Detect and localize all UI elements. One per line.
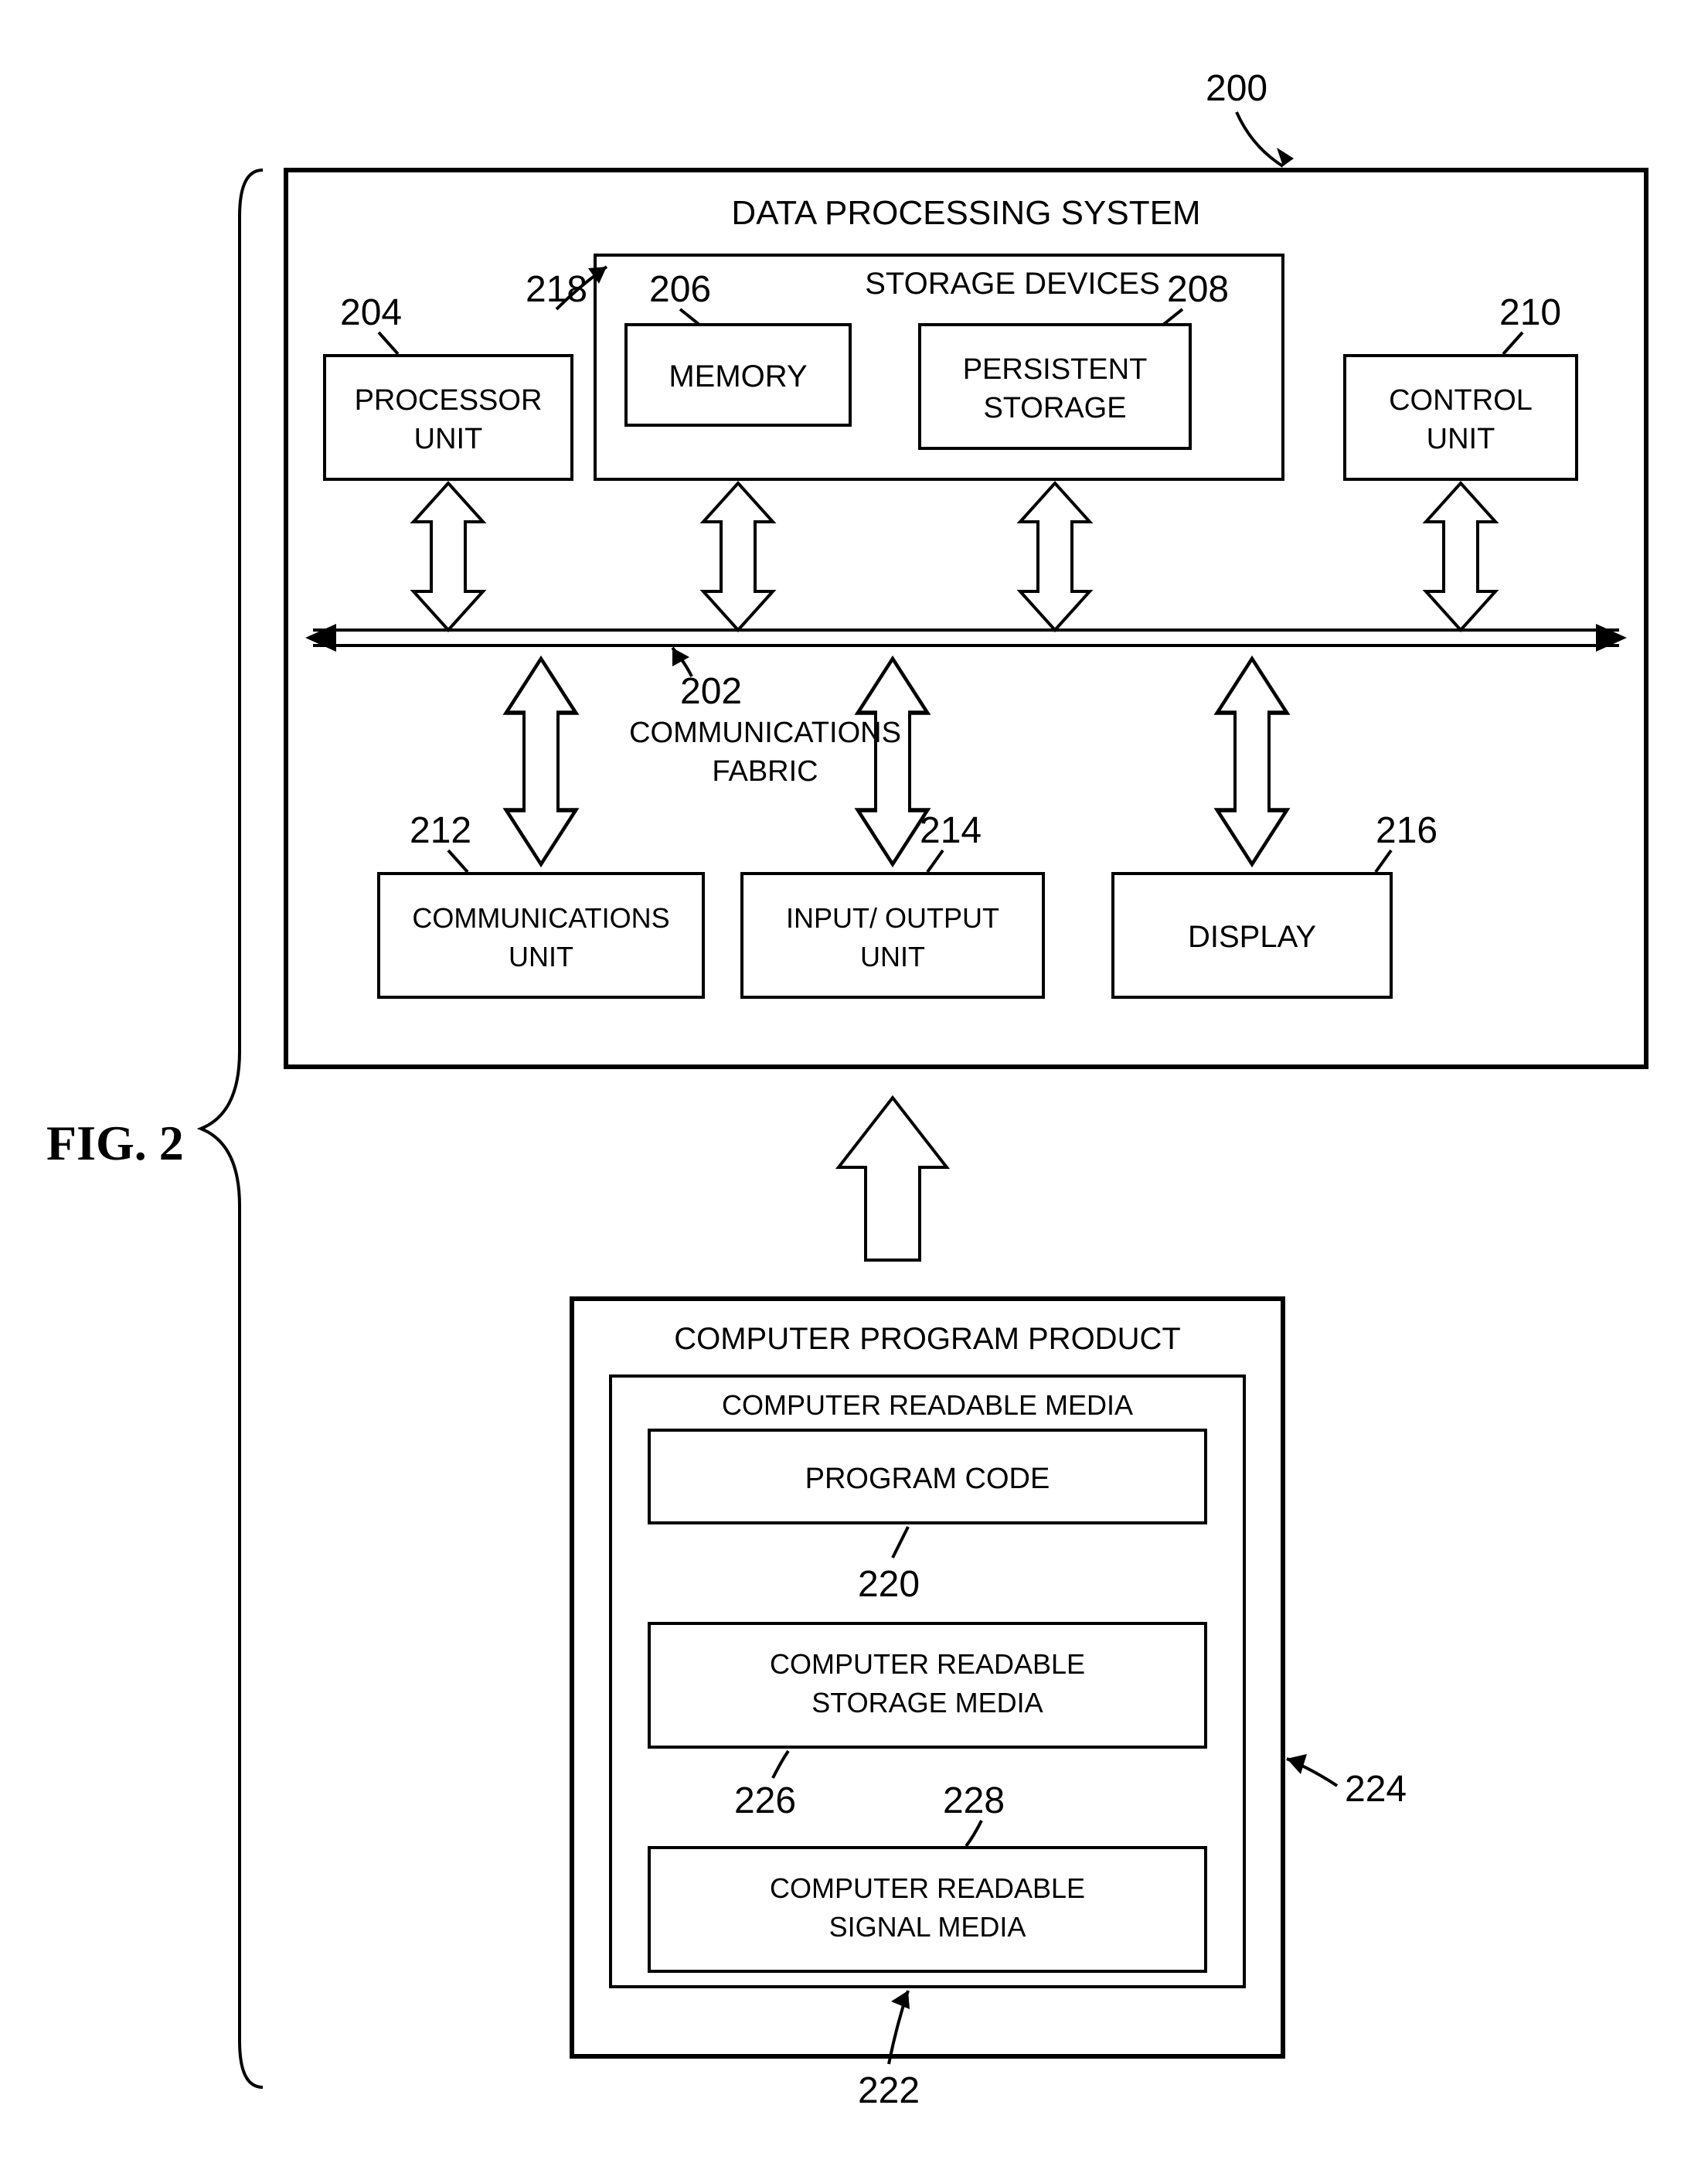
readable-media-title: COMPUTER READABLE MEDIA — [722, 1389, 1133, 1421]
program-code-label: PROGRAM CODE — [805, 1463, 1050, 1495]
memory-label: MEMORY — [669, 359, 807, 393]
persistent-storage-box — [920, 325, 1190, 448]
io-label-1: INPUT/ OUTPUT — [786, 902, 999, 934]
control-label-1: CONTROL — [1389, 384, 1533, 417]
io-unit-box — [742, 874, 1043, 997]
figure-label: FIG. 2 — [46, 1116, 184, 1170]
storage-media-box — [649, 1623, 1206, 1747]
ref-224: 224 — [1345, 1769, 1407, 1810]
signal-media-box — [649, 1848, 1206, 1971]
ref-202: 202 — [680, 671, 742, 712]
fabric-label-1: COMMUNICATIONS — [629, 717, 901, 749]
ref-226: 226 — [734, 1780, 796, 1821]
ref-206: 206 — [649, 269, 711, 310]
ref-220: 220 — [858, 1564, 920, 1605]
ref-212: 212 — [410, 810, 471, 851]
comms-label-1: COMMUNICATIONS — [412, 902, 669, 934]
persistent-label-1: PERSISTENT — [963, 353, 1148, 386]
ref-222: 222 — [858, 2070, 920, 2111]
fabric-label-2: FABRIC — [712, 755, 818, 788]
signal-media-label-2: SIGNAL MEDIA — [829, 1911, 1026, 1943]
communications-unit-box — [379, 874, 703, 997]
ref-200: 200 — [1206, 68, 1267, 109]
storage-media-label-1: COMPUTER READABLE — [770, 1648, 1085, 1680]
comms-label-2: UNIT — [509, 941, 573, 972]
program-product-title: COMPUTER PROGRAM PRODUCT — [674, 1322, 1181, 1356]
display-label: DISPLAY — [1188, 920, 1316, 954]
control-label-2: UNIT — [1427, 423, 1495, 455]
figure-2-diagram: FIG. 2 200 DATA PROCESSING SYSTEM STORAG… — [0, 0, 1708, 2163]
ref-204: 204 — [340, 292, 402, 333]
processor-label-1: PROCESSOR — [355, 384, 543, 417]
product-to-system-arrow — [839, 1098, 947, 1260]
ref-216: 216 — [1376, 810, 1438, 851]
storage-devices-title: STORAGE DEVICES — [865, 267, 1160, 301]
processor-label-2: UNIT — [414, 423, 483, 455]
io-label-2: UNIT — [860, 941, 925, 972]
persistent-label-2: STORAGE — [983, 392, 1126, 424]
control-unit-box — [1345, 356, 1577, 479]
storage-media-label-2: STORAGE MEDIA — [811, 1687, 1043, 1718]
data-processing-system-title: DATA PROCESSING SYSTEM — [731, 194, 1200, 232]
ref-228: 228 — [943, 1780, 1005, 1821]
ref-214: 214 — [920, 810, 982, 851]
signal-media-label-1: COMPUTER READABLE — [770, 1872, 1085, 1904]
figure-brace — [201, 170, 263, 2087]
ref-208: 208 — [1167, 269, 1229, 310]
ref-210: 210 — [1499, 292, 1561, 333]
processor-unit-box — [325, 356, 572, 479]
